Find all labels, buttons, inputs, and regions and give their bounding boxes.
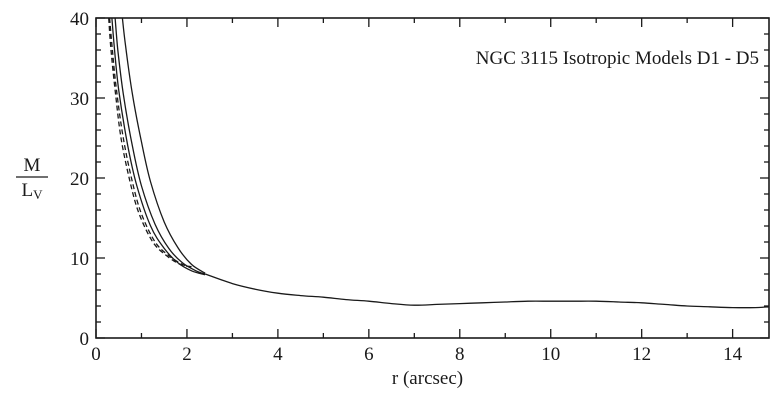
x-tick-label: 12 bbox=[632, 344, 651, 365]
series-line-4 bbox=[108, 17, 192, 268]
y-tick-label: 40 bbox=[70, 9, 89, 30]
y-tick-label: 0 bbox=[80, 329, 90, 350]
series-line-3 bbox=[111, 17, 206, 276]
plot-frame bbox=[95, 17, 770, 339]
x-axis-label: r (arcsec) bbox=[392, 368, 463, 389]
tick-labels: 0 2 4 6 8 10 12 14 0 10 20 30 40 bbox=[70, 9, 743, 365]
y-tick-label: 30 bbox=[70, 89, 89, 110]
x-tick-label: 10 bbox=[541, 344, 560, 365]
y-axis-label-denominator: LV bbox=[22, 180, 44, 202]
series-line-1 bbox=[121, 17, 206, 274]
x-tick-label: 4 bbox=[273, 344, 283, 365]
x-tick-label: 2 bbox=[182, 344, 192, 365]
series-line-2 bbox=[114, 17, 206, 275]
y-tick-label: 20 bbox=[70, 169, 89, 190]
x-tick-label: 14 bbox=[723, 344, 743, 365]
tick-marks bbox=[95, 17, 769, 339]
series-lines bbox=[108, 17, 769, 309]
y-axis-label: M LV bbox=[16, 155, 48, 202]
y-tick-label: 10 bbox=[70, 249, 89, 270]
x-tick-label: 8 bbox=[455, 344, 465, 365]
chart-annotation: NGC 3115 Isotropic Models D1 - D5 bbox=[476, 48, 759, 69]
x-tick-label: 6 bbox=[364, 344, 374, 365]
y-axis-label-numerator: M bbox=[24, 155, 41, 176]
series-line-5 bbox=[108, 17, 192, 268]
x-tick-label: 0 bbox=[91, 344, 101, 365]
series-line-6 bbox=[204, 273, 769, 309]
